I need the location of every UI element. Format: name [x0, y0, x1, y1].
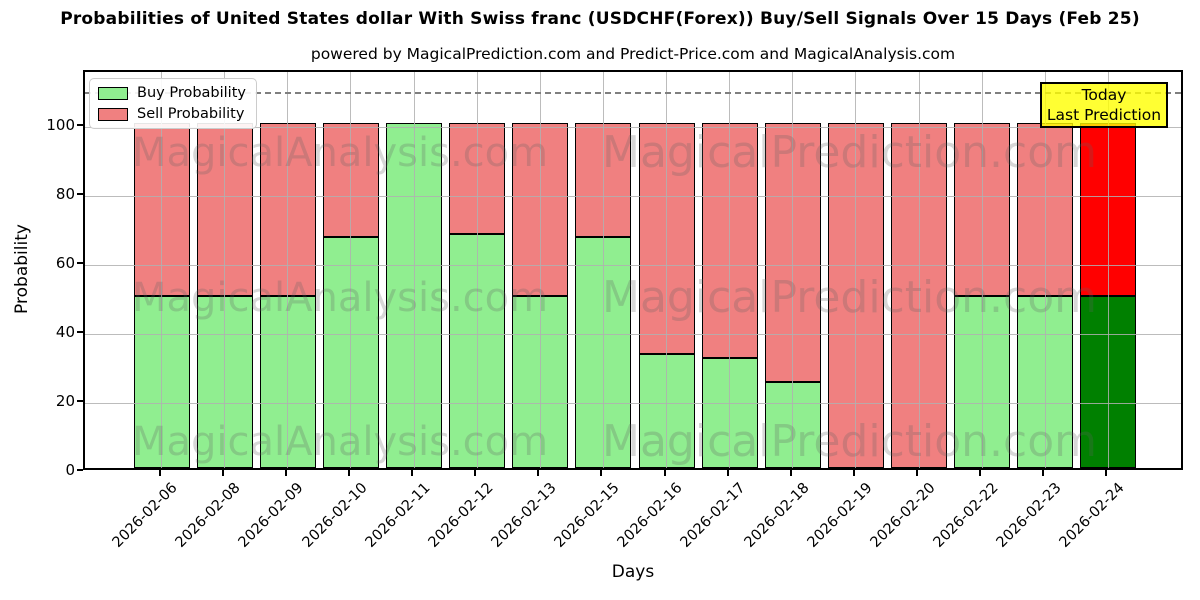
chart-subtitle: powered by MagicalPrediction.com and Pre… — [310, 45, 956, 63]
x-tick-mark — [852, 470, 855, 476]
gridline-h — [85, 402, 1181, 404]
x-tick-label: 2026-02-08 — [173, 480, 244, 551]
chart-title: Probabilities of United States dollar Wi… — [60, 9, 1140, 29]
x-tick-mark — [726, 470, 729, 476]
x-tick-mark — [1042, 470, 1045, 476]
y-axis-label: Probability — [12, 224, 32, 314]
gridline-v — [792, 72, 794, 468]
gridline-v — [855, 72, 857, 468]
x-tick-mark — [347, 470, 350, 476]
x-tick-mark — [1105, 470, 1108, 476]
x-tick-label: 2026-02-17 — [678, 480, 749, 551]
gridline-v — [413, 72, 415, 468]
y-tick-label: 80 — [55, 184, 75, 203]
gridline-v — [729, 72, 731, 468]
legend-item-buy: Buy Probability — [98, 85, 246, 101]
x-tick-mark — [474, 470, 477, 476]
gridline-v — [539, 72, 541, 468]
x-tick-label: 2026-02-23 — [993, 480, 1065, 551]
gridline-v — [602, 72, 604, 468]
gridline-v — [1044, 72, 1046, 468]
x-tick-mark — [158, 470, 161, 476]
gridline-v — [666, 72, 668, 468]
gridline-v — [224, 72, 226, 468]
dashed-reference-line — [85, 91, 1181, 94]
plot-area: MagicalAnalysis.com MagicalPrediction.com… — [83, 70, 1183, 470]
today-annotation: Today Last Prediction — [1040, 82, 1168, 129]
x-tick-label: 2026-02-06 — [109, 480, 181, 551]
x-tick-mark — [663, 470, 666, 476]
gridline-v — [287, 72, 289, 468]
legend: Buy Probability Sell Probability — [89, 78, 257, 129]
x-tick-mark — [916, 470, 919, 476]
x-axis-label: Days — [611, 562, 655, 582]
annotation-line2: Last Prediction — [1046, 106, 1162, 125]
gridline-h — [85, 333, 1181, 335]
x-tick-mark — [789, 470, 792, 476]
x-tick-mark — [600, 470, 603, 476]
x-tick-label: 2026-02-15 — [551, 480, 623, 551]
x-tick-label: 2026-02-19 — [804, 480, 876, 551]
x-tick-label: 2026-02-16 — [614, 480, 686, 551]
buy-swatch-icon — [98, 86, 128, 100]
annotation-line1: Today — [1081, 86, 1127, 104]
sell-swatch-icon — [98, 107, 128, 121]
x-tick-mark — [537, 470, 540, 476]
gridline-h — [85, 195, 1181, 197]
x-tick-mark — [979, 470, 982, 476]
x-tick-mark — [411, 470, 414, 476]
x-tick-label: 2026-02-20 — [867, 480, 939, 551]
gridline-h — [85, 126, 1181, 128]
gridline-h — [85, 264, 1181, 266]
y-tick-label: 40 — [55, 322, 75, 341]
gridline-v — [350, 72, 352, 468]
x-tick-mark — [221, 470, 224, 476]
x-tick-label: 2026-02-13 — [488, 480, 560, 551]
x-tick-label: 2026-02-18 — [741, 480, 813, 551]
x-tick-label: 2026-02-09 — [236, 480, 308, 551]
y-tick-label: 100 — [46, 115, 75, 134]
legend-label-sell: Sell Probability — [137, 106, 245, 122]
gridline-v — [476, 72, 478, 468]
y-tick-label: 0 — [65, 460, 75, 479]
gridline-v — [161, 72, 162, 468]
gridline-v — [918, 72, 920, 468]
x-tick-label: 2026-02-24 — [1056, 480, 1128, 551]
gridline-v — [981, 72, 983, 468]
y-tick-label: 60 — [55, 253, 75, 272]
y-tick-label: 20 — [55, 391, 75, 410]
gridline-v — [1107, 72, 1109, 468]
legend-label-buy: Buy Probability — [137, 85, 246, 101]
x-tick-label: 2026-02-22 — [930, 480, 1002, 551]
x-tick-label: 2026-02-12 — [425, 480, 497, 551]
x-tick-mark — [284, 470, 287, 476]
x-tick-label: 2026-02-10 — [299, 480, 371, 551]
legend-item-sell: Sell Probability — [98, 106, 246, 122]
x-tick-label: 2026-02-11 — [362, 480, 434, 551]
